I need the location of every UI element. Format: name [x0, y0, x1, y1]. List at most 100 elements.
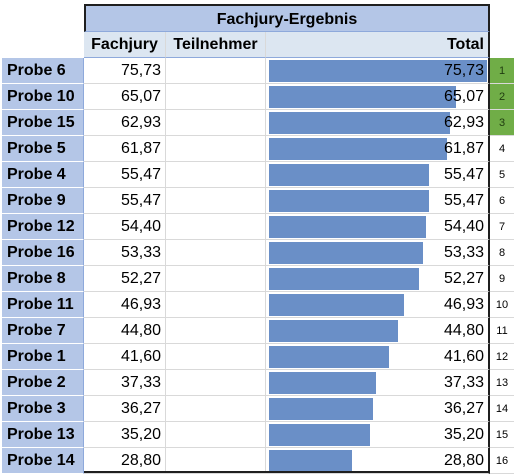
fachjury-cell[interactable]: 62,93 — [84, 110, 166, 136]
total-value: 55,47 — [443, 192, 484, 209]
total-cell[interactable]: 44,80 — [266, 318, 490, 344]
fachjury-cell[interactable]: 55,47 — [84, 188, 166, 214]
total-cell[interactable]: 37,33 — [266, 370, 490, 396]
total-cell[interactable]: 52,27 — [266, 266, 490, 292]
teilnehmer-cell[interactable] — [166, 110, 266, 136]
total-value: 46,93 — [443, 296, 484, 313]
total-value: 53,33 — [443, 244, 484, 261]
row-label[interactable]: Probe 1 — [2, 344, 84, 370]
teilnehmer-cell[interactable] — [166, 136, 266, 162]
rank-cell[interactable]: 8 — [490, 240, 514, 266]
rank-cell[interactable]: 13 — [490, 370, 514, 396]
total-data-bar — [269, 60, 487, 82]
total-value: 44,80 — [443, 322, 484, 339]
total-cell[interactable]: 65,07 — [266, 84, 490, 110]
column-header-total[interactable]: Total — [266, 32, 490, 58]
fachjury-cell[interactable]: 36,27 — [84, 396, 166, 422]
teilnehmer-cell[interactable] — [166, 162, 266, 188]
rank-cell[interactable]: 6 — [490, 188, 514, 214]
row-label[interactable]: Probe 10 — [2, 84, 84, 110]
rank-cell[interactable]: 2 — [490, 84, 514, 110]
row-label[interactable]: Probe 15 — [2, 110, 84, 136]
row-label[interactable]: Probe 6 — [2, 58, 84, 84]
total-cell[interactable]: 53,33 — [266, 240, 490, 266]
fachjury-cell[interactable]: 35,20 — [84, 422, 166, 448]
teilnehmer-cell[interactable] — [166, 240, 266, 266]
teilnehmer-cell[interactable] — [166, 318, 266, 344]
total-cell[interactable]: 62,93 — [266, 110, 490, 136]
teilnehmer-cell[interactable] — [166, 214, 266, 240]
column-header-fachjury[interactable]: Fachjury — [84, 32, 166, 58]
fachjury-cell[interactable]: 46,93 — [84, 292, 166, 318]
total-data-bar — [269, 398, 373, 420]
table-bottom-border — [84, 471, 490, 473]
row-label[interactable]: Probe 2 — [2, 370, 84, 396]
fachjury-cell[interactable]: 53,33 — [84, 240, 166, 266]
row-label[interactable]: Probe 12 — [2, 214, 84, 240]
total-cell[interactable]: 46,93 — [266, 292, 490, 318]
teilnehmer-cell[interactable] — [166, 188, 266, 214]
teilnehmer-cell[interactable] — [166, 370, 266, 396]
row-label[interactable]: Probe 8 — [2, 266, 84, 292]
total-cell[interactable]: 54,40 — [266, 214, 490, 240]
total-data-bar — [269, 164, 429, 186]
total-cell[interactable]: 41,60 — [266, 344, 490, 370]
fachjury-cell[interactable]: 44,80 — [84, 318, 166, 344]
fachjury-cell[interactable]: 55,47 — [84, 162, 166, 188]
rank-cell[interactable]: 9 — [490, 266, 514, 292]
row-label[interactable]: Probe 5 — [2, 136, 84, 162]
teilnehmer-cell[interactable] — [166, 58, 266, 84]
total-data-bar — [269, 268, 419, 290]
teilnehmer-cell[interactable] — [166, 266, 266, 292]
row-label[interactable]: Probe 14 — [2, 448, 84, 474]
total-value: 62,93 — [443, 114, 484, 131]
total-data-bar — [269, 346, 389, 368]
row-label[interactable]: Probe 7 — [2, 318, 84, 344]
teilnehmer-cell[interactable] — [166, 84, 266, 110]
fachjury-cell[interactable]: 54,40 — [84, 214, 166, 240]
row-label[interactable]: Probe 16 — [2, 240, 84, 266]
rank-cell[interactable]: 5 — [490, 162, 514, 188]
teilnehmer-cell[interactable] — [166, 344, 266, 370]
row-label[interactable]: Probe 4 — [2, 162, 84, 188]
rank-cell[interactable]: 16 — [490, 448, 514, 474]
total-data-bar — [269, 450, 352, 472]
total-cell[interactable]: 55,47 — [266, 188, 490, 214]
fachjury-cell[interactable]: 41,60 — [84, 344, 166, 370]
total-data-bar — [269, 86, 456, 108]
total-value: 61,87 — [443, 140, 484, 157]
total-cell[interactable]: 36,27 — [266, 396, 490, 422]
rank-cell[interactable]: 1 — [490, 58, 514, 84]
fachjury-cell[interactable]: 61,87 — [84, 136, 166, 162]
total-data-bar — [269, 294, 404, 316]
rank-cell[interactable]: 12 — [490, 344, 514, 370]
total-cell[interactable]: 35,20 — [266, 422, 490, 448]
teilnehmer-cell[interactable] — [166, 396, 266, 422]
total-data-bar — [269, 216, 426, 238]
row-label[interactable]: Probe 13 — [2, 422, 84, 448]
total-cell[interactable]: 55,47 — [266, 162, 490, 188]
column-header-teilnehmer[interactable]: Teilnehmer — [166, 32, 266, 58]
rank-cell[interactable]: 7 — [490, 214, 514, 240]
table-title[interactable]: Fachjury-Ergebnis — [84, 4, 490, 32]
fachjury-cell[interactable]: 75,73 — [84, 58, 166, 84]
total-value: 55,47 — [443, 166, 484, 183]
total-data-bar — [269, 242, 423, 264]
fachjury-cell[interactable]: 52,27 — [84, 266, 166, 292]
row-label[interactable]: Probe 3 — [2, 396, 84, 422]
teilnehmer-cell[interactable] — [166, 292, 266, 318]
fachjury-cell[interactable]: 65,07 — [84, 84, 166, 110]
rank-cell[interactable]: 3 — [490, 110, 514, 136]
total-cell[interactable]: 75,73 — [266, 58, 490, 84]
rank-cell[interactable]: 15 — [490, 422, 514, 448]
rank-cell[interactable]: 14 — [490, 396, 514, 422]
teilnehmer-cell[interactable] — [166, 422, 266, 448]
row-label[interactable]: Probe 9 — [2, 188, 84, 214]
rank-cell[interactable]: 10 — [490, 292, 514, 318]
row-label[interactable]: Probe 11 — [2, 292, 84, 318]
total-cell[interactable]: 61,87 — [266, 136, 490, 162]
fachjury-cell[interactable]: 37,33 — [84, 370, 166, 396]
rank-cell[interactable]: 11 — [490, 318, 514, 344]
rank-cell[interactable]: 4 — [490, 136, 514, 162]
